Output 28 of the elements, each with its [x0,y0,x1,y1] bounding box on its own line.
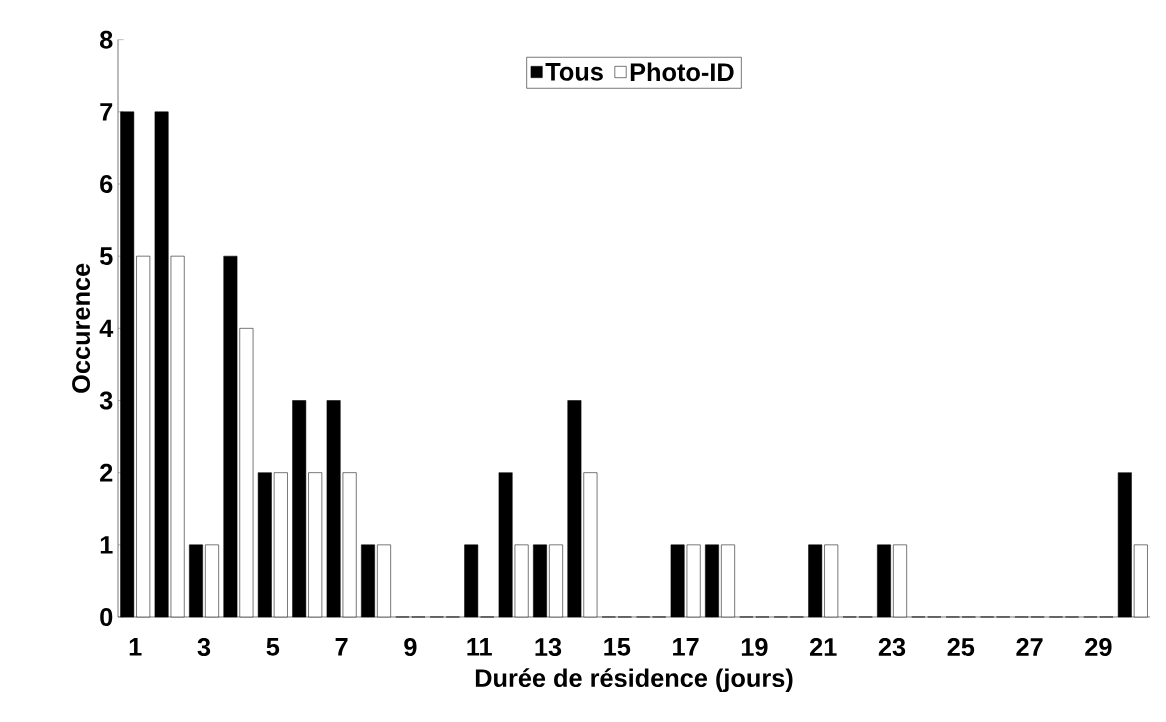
y-tick-label: 3 [99,391,113,410]
x-tick-label: 15 [604,638,631,656]
x-tick-label: 19 [741,638,768,657]
x-tick-label: 25 [947,638,975,657]
y-tick-label: 5 [99,247,113,266]
y-tick-label: 8 [100,30,113,49]
x-tick-label: 7 [335,638,348,656]
x-tick-label: 13 [535,638,562,657]
x-tick-label: 29 [1085,638,1112,657]
x-tick-label: 3 [197,638,211,657]
legend-label: Photo-ID [630,62,734,82]
x-tick-label: 17 [673,638,699,656]
x-tick-label: 21 [810,638,837,656]
x-axis-title: Durée de résidence (jours) [475,668,793,693]
y-tick-label: 1 [100,536,113,554]
x-tick-label: 9 [404,638,417,657]
x-tick-label: 11 [467,638,492,656]
y-tick-label: 2 [100,463,113,482]
y-tick-label: 0 [100,608,113,626]
legend-label: Tous [545,63,603,81]
y-tick-label: 6 [100,175,113,193]
y-tick-label: 4 [99,319,114,338]
x-tick-label: 27 [1016,638,1043,656]
x-tick-label: 23 [878,638,906,657]
x-tick-label: 1 [129,638,142,656]
y-tick-label: 7 [100,103,113,121]
y-axis-title: Occurence [72,263,91,393]
x-tick-label: 5 [266,638,280,656]
